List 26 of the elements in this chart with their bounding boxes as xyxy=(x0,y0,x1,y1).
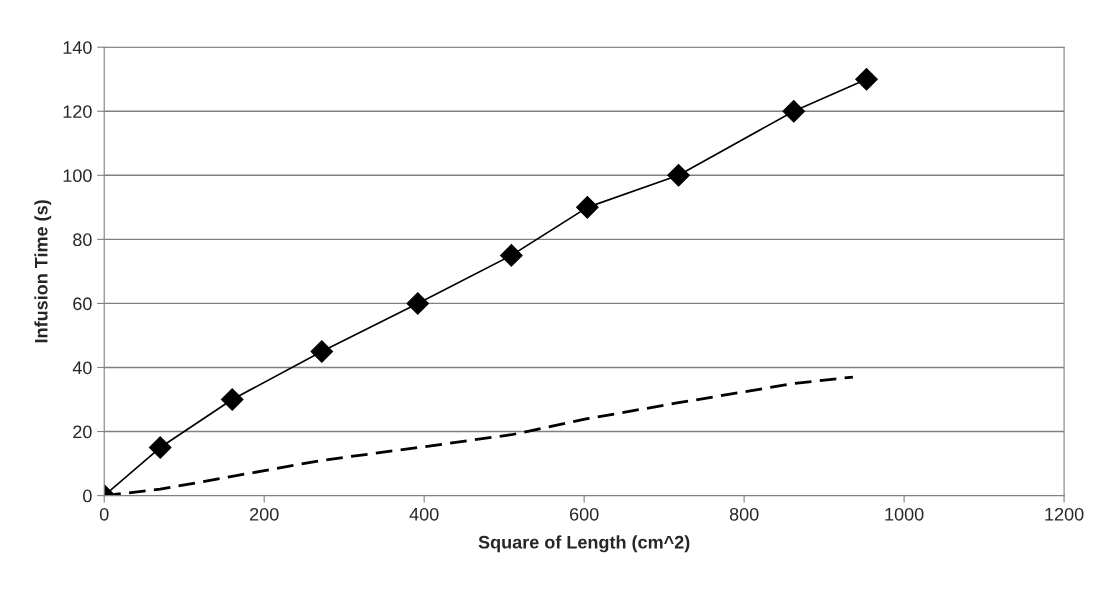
point xyxy=(148,436,172,459)
point xyxy=(782,99,806,123)
x-tick-label: 400 xyxy=(409,507,439,521)
x-tick-label: 600 xyxy=(570,507,599,521)
x-tick-label: 800 xyxy=(729,507,759,521)
y-tick-label: 80 xyxy=(73,233,92,247)
point xyxy=(310,340,334,363)
x-tick-label: 0 xyxy=(99,507,109,521)
y-tick-label: 20 xyxy=(73,425,92,439)
y-tick-label: 60 xyxy=(73,297,92,311)
point xyxy=(667,163,690,187)
point xyxy=(855,67,878,91)
point xyxy=(500,244,523,267)
y-tick-label: 40 xyxy=(72,361,92,375)
y-tick-label: 120 xyxy=(63,105,92,118)
x-tick-label: 1000 xyxy=(885,507,924,521)
y-tick-label: 100 xyxy=(63,169,92,183)
x-axis-title: Square of Length (cm^2) xyxy=(478,535,690,553)
y-tick-label: 0 xyxy=(83,489,92,503)
point xyxy=(406,292,430,315)
point xyxy=(576,196,599,219)
point xyxy=(220,388,244,411)
x-tick-label: 1200 xyxy=(1045,507,1084,521)
y-axis-title: Infusion Time (s) xyxy=(34,200,52,343)
x-tick-label: 200 xyxy=(250,507,279,521)
y-tick-label: 140 xyxy=(63,41,92,54)
